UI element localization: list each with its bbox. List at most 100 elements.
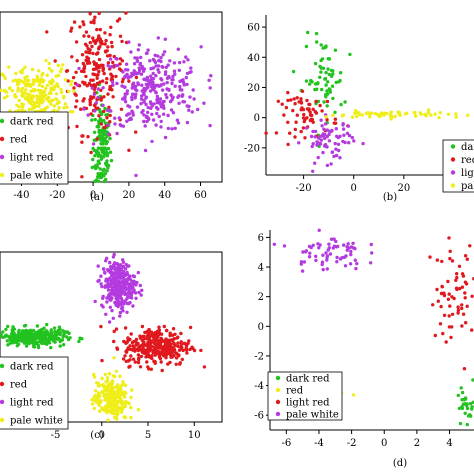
data-point <box>347 141 351 145</box>
data-point <box>331 96 335 101</box>
panel-1: -40 -20 0 20 40 60 dark red red light red pale wh… <box>0 11 223 203</box>
data-point <box>91 142 96 146</box>
data-point <box>333 141 337 146</box>
data-point <box>132 289 136 293</box>
data-point <box>159 59 163 64</box>
data-point <box>308 82 312 86</box>
data-point <box>35 79 40 83</box>
data-point <box>339 102 343 107</box>
series-light-red <box>297 113 365 173</box>
data-point <box>43 335 47 339</box>
data-point <box>309 134 314 139</box>
data-point <box>110 400 114 404</box>
data-point <box>122 291 126 295</box>
data-point <box>50 69 54 73</box>
data-point <box>61 343 66 347</box>
data-point <box>148 100 153 104</box>
data-point <box>463 254 468 258</box>
data-point <box>111 278 116 282</box>
data-point <box>91 36 95 40</box>
data-point <box>99 282 103 286</box>
data-point <box>17 98 21 103</box>
data-point <box>325 254 330 258</box>
data-point <box>370 111 374 115</box>
data-point <box>121 258 125 262</box>
data-point <box>130 86 134 90</box>
legend-marker <box>0 136 5 142</box>
data-point <box>191 346 195 351</box>
data-point <box>112 356 116 360</box>
data-point <box>140 89 144 93</box>
data-point <box>120 39 124 44</box>
data-point <box>325 89 329 93</box>
data-point <box>91 67 96 72</box>
data-point <box>123 97 127 101</box>
data-point <box>458 421 463 426</box>
data-point <box>300 89 305 94</box>
data-point <box>72 20 77 24</box>
data-point <box>86 135 90 139</box>
y-tick-label: -2 <box>254 351 264 362</box>
data-point <box>65 105 69 109</box>
data-point <box>58 69 63 74</box>
data-point <box>157 328 161 332</box>
data-point <box>345 131 350 135</box>
data-point <box>155 342 159 346</box>
data-point <box>6 324 10 329</box>
data-point <box>156 64 161 68</box>
data-point <box>97 409 102 413</box>
data-point <box>339 71 343 75</box>
data-point <box>105 152 110 156</box>
data-point <box>446 112 451 117</box>
data-point <box>161 53 165 57</box>
data-point <box>146 110 150 115</box>
data-point <box>139 97 144 101</box>
data-point <box>37 333 41 338</box>
data-point <box>147 336 152 340</box>
data-point <box>92 406 97 411</box>
data-point <box>131 113 135 117</box>
data-point <box>101 294 105 299</box>
data-point <box>74 93 78 97</box>
data-point <box>347 133 352 138</box>
data-point <box>463 291 467 295</box>
data-point <box>398 113 402 117</box>
data-point <box>110 44 114 49</box>
data-point <box>70 79 74 84</box>
data-point <box>311 107 315 112</box>
data-point <box>63 78 68 82</box>
data-point <box>325 258 329 262</box>
data-point <box>282 244 287 248</box>
data-point <box>89 78 93 82</box>
data-point <box>105 159 109 163</box>
data-point <box>95 163 99 167</box>
data-point <box>146 352 150 357</box>
data-point <box>144 115 149 120</box>
y-tick-label: 4 <box>258 263 264 274</box>
data-point <box>127 40 131 44</box>
data-point <box>142 119 146 124</box>
legend-label: light red <box>461 168 474 179</box>
data-point <box>97 34 101 38</box>
data-point <box>311 120 315 124</box>
data-point <box>338 156 342 160</box>
data-point <box>109 109 113 113</box>
series-light-red <box>75 36 213 178</box>
data-point <box>101 86 105 90</box>
data-point <box>156 107 160 111</box>
data-point <box>49 102 53 106</box>
data-point <box>137 290 141 295</box>
data-point <box>331 113 335 118</box>
data-point <box>182 341 187 345</box>
data-point <box>155 94 160 99</box>
data-point <box>318 243 322 247</box>
legend-box <box>442 139 474 193</box>
data-point <box>188 95 192 99</box>
data-point <box>181 93 185 97</box>
data-point <box>26 332 30 336</box>
data-point <box>460 398 464 402</box>
x-tick-label: 60 <box>194 190 207 201</box>
data-point <box>389 117 393 121</box>
data-point <box>177 353 181 357</box>
